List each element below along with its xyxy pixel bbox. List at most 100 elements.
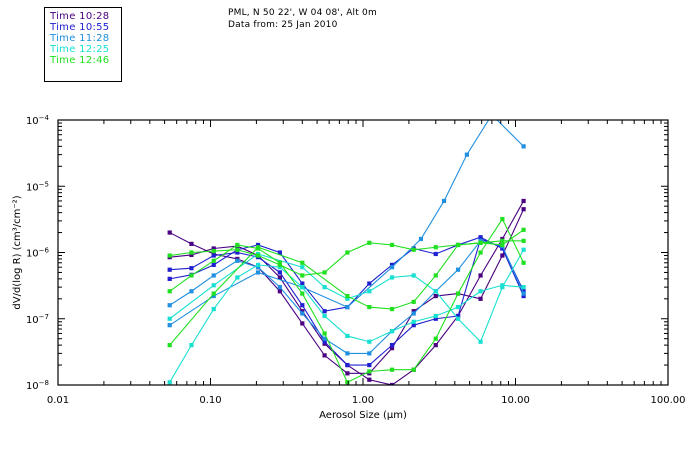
series-marker [277, 260, 282, 265]
series-marker [235, 242, 240, 248]
series-marker [367, 351, 372, 356]
series-marker [345, 296, 350, 301]
series-marker [433, 245, 438, 250]
series-marker [345, 380, 350, 385]
legend-entry-3: Time 12:25 [50, 44, 121, 55]
series-marker [367, 281, 372, 286]
series-marker [189, 252, 194, 257]
y-tick-label-3: 10−5 [26, 180, 49, 193]
legend-label-2: Time 11:28 [50, 33, 110, 44]
series-marker [255, 245, 261, 250]
series-marker [322, 309, 327, 314]
series-marker [521, 207, 526, 212]
series-line-1 [169, 200, 525, 385]
series-marker [411, 319, 416, 324]
series-marker [167, 276, 172, 281]
series-marker [521, 238, 526, 243]
series-marker [167, 323, 172, 328]
series-marker [478, 273, 483, 278]
series-marker [300, 321, 305, 326]
series-marker [367, 289, 372, 294]
series-marker [189, 273, 194, 278]
series-marker [411, 273, 416, 278]
series-marker [189, 266, 194, 271]
series-marker [345, 351, 350, 356]
x-tick-label-0: 0.01 [47, 395, 69, 406]
series-marker [345, 293, 350, 299]
series-marker [455, 242, 461, 248]
series-marker [167, 230, 172, 235]
series-marker [389, 265, 395, 270]
legend-label-0: Time 10:28 [50, 11, 110, 22]
series-marker [345, 304, 350, 310]
series-marker [322, 336, 327, 341]
series-marker [300, 303, 305, 308]
series-marker [189, 250, 194, 255]
series-marker [211, 306, 216, 312]
series-marker [322, 313, 327, 319]
series-marker [521, 144, 526, 149]
series-marker [433, 336, 438, 341]
series-marker [211, 283, 216, 288]
series-marker [418, 236, 424, 242]
series-marker [211, 246, 216, 251]
series-marker [211, 249, 216, 254]
series-marker [455, 267, 461, 272]
series-marker [433, 343, 438, 348]
series-marker [211, 262, 216, 267]
series-marker [277, 285, 282, 290]
legend-entry-1: Time 10:55 [50, 22, 121, 33]
y-axis-title: dV/d(log R) (cm³/cm⁻²) [12, 195, 23, 309]
series-marker [235, 275, 240, 280]
y-tick-label-0: 10−8 [26, 379, 49, 392]
legend-entry-2: Time 11:28 [50, 33, 121, 44]
series-marker [478, 250, 483, 255]
series-marker [167, 343, 172, 348]
series-marker [345, 371, 350, 376]
series-marker [433, 313, 438, 319]
series-marker [277, 289, 282, 294]
series-marker [455, 291, 461, 296]
series-marker [322, 339, 327, 344]
series-marker [433, 273, 438, 278]
series-marker [367, 304, 372, 310]
series-marker [521, 289, 526, 294]
series-marker [478, 339, 483, 344]
series-marker [255, 262, 261, 267]
series-clip-group [167, 120, 526, 385]
series-marker [433, 293, 438, 299]
series-marker [521, 260, 526, 265]
legend-entry-4: Time 12:46 [50, 55, 121, 66]
y-tick-label-2: 10−6 [26, 247, 50, 260]
series-marker [211, 293, 216, 299]
series-marker [500, 253, 505, 258]
series-marker [167, 303, 172, 308]
series-marker [300, 311, 305, 316]
axis-layer: 0.01 0.10 1.00 10.00 100.00 10−8 10−7 10−6 10−5 1… [12, 114, 686, 421]
series-marker [235, 258, 240, 263]
series-marker [167, 316, 172, 321]
series-marker [521, 285, 526, 290]
x-tick-label-1: 0.10 [199, 395, 221, 406]
series-marker [235, 247, 240, 252]
series-marker [255, 253, 261, 258]
series-line-2 [169, 238, 525, 366]
series-marker [255, 265, 261, 270]
series-marker [211, 253, 216, 258]
series-marker [255, 242, 261, 248]
series-marker [277, 265, 282, 270]
series-marker [189, 241, 194, 246]
series-marker [322, 353, 327, 358]
series-marker [189, 343, 194, 348]
series-marker [322, 270, 327, 275]
series-marker [411, 311, 416, 316]
series-marker [167, 289, 172, 294]
plot-frame [57, 119, 669, 386]
series-marker [389, 346, 395, 351]
series-marker [255, 270, 261, 275]
series-line-7 [169, 249, 525, 343]
series-marker [455, 304, 461, 310]
legend-label-1: Time 10:55 [50, 22, 110, 33]
